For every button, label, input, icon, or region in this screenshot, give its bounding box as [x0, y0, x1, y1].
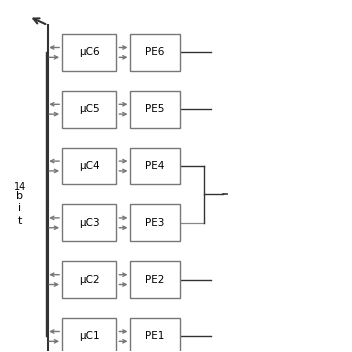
FancyBboxPatch shape	[131, 147, 180, 184]
FancyBboxPatch shape	[131, 318, 180, 352]
FancyBboxPatch shape	[62, 261, 117, 298]
FancyBboxPatch shape	[131, 34, 180, 71]
Text: μC3: μC3	[79, 218, 100, 228]
Text: PE1: PE1	[145, 331, 165, 341]
Text: PE2: PE2	[145, 275, 165, 285]
Text: μC1: μC1	[79, 331, 100, 341]
FancyBboxPatch shape	[62, 34, 117, 71]
FancyBboxPatch shape	[131, 91, 180, 128]
FancyBboxPatch shape	[131, 261, 180, 298]
FancyBboxPatch shape	[131, 205, 180, 241]
Text: b
i
t: b i t	[17, 191, 24, 226]
FancyBboxPatch shape	[62, 91, 117, 128]
Text: μC2: μC2	[79, 275, 100, 285]
Text: μC4: μC4	[79, 161, 100, 171]
FancyBboxPatch shape	[62, 205, 117, 241]
FancyBboxPatch shape	[62, 318, 117, 352]
Text: μC6: μC6	[79, 48, 100, 57]
Text: PE4: PE4	[145, 161, 165, 171]
Text: μC5: μC5	[79, 104, 100, 114]
Text: PE6: PE6	[145, 48, 165, 57]
Text: PE3: PE3	[145, 218, 165, 228]
Text: PE5: PE5	[145, 104, 165, 114]
Text: 14: 14	[14, 182, 26, 193]
FancyBboxPatch shape	[62, 147, 117, 184]
